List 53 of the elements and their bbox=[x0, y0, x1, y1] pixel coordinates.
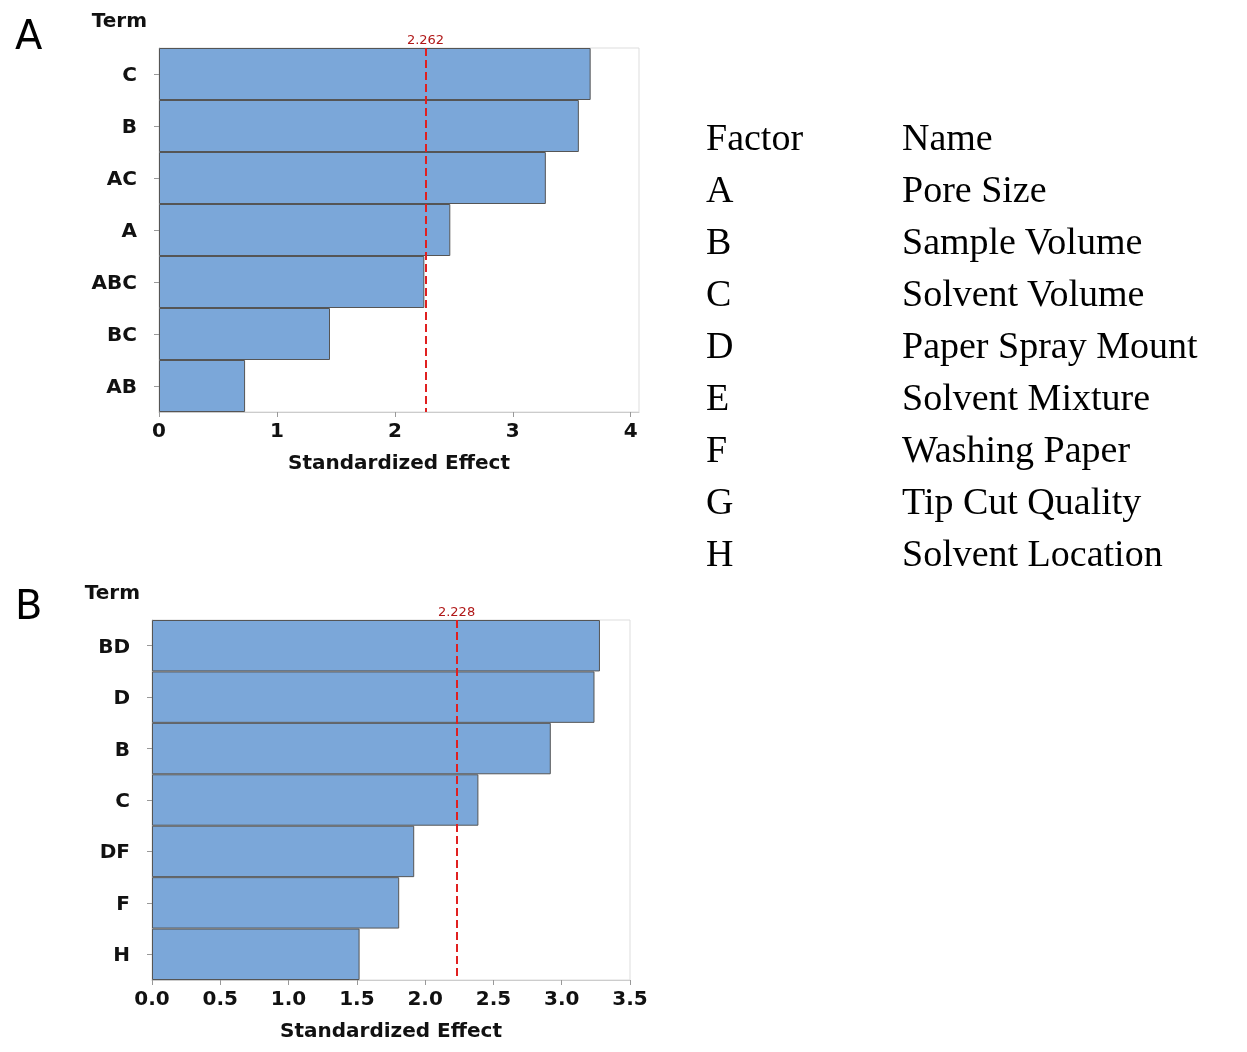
text: G bbox=[706, 479, 734, 523]
x-tick-label: 3.5 bbox=[612, 986, 648, 1010]
x-tick-label: 4 bbox=[623, 418, 638, 442]
ref-line-label: 2.228 bbox=[437, 604, 476, 619]
text: Pore Size bbox=[902, 167, 1047, 211]
y-tick-label: H bbox=[113, 942, 130, 967]
text: F bbox=[706, 427, 728, 471]
x-tick-label: 0 bbox=[152, 418, 166, 442]
x-tick-label: 1.0 bbox=[270, 986, 307, 1010]
y-tick-label: BD bbox=[98, 633, 130, 658]
text: Factor bbox=[706, 115, 804, 159]
y-tick-label: AC bbox=[106, 166, 137, 190]
x-tick-label: 1.5 bbox=[339, 986, 375, 1010]
text: Solvent Location bbox=[902, 531, 1163, 575]
text: Washing Paper bbox=[902, 427, 1131, 471]
x-axis-title: Standardized Effect bbox=[288, 450, 511, 474]
text: Tip Cut Quality bbox=[902, 479, 1142, 523]
text: D bbox=[706, 323, 734, 367]
chart-title: A bbox=[15, 12, 43, 58]
x-tick-label: 3 bbox=[505, 418, 520, 442]
x-tick-label: 3.0 bbox=[544, 986, 580, 1010]
x-tick-label: 0.0 bbox=[134, 986, 170, 1010]
x-tick-label: 2 bbox=[387, 418, 402, 442]
text: C bbox=[706, 271, 732, 315]
y-tick-label: ABC bbox=[91, 270, 137, 294]
x-axis-title: Standardized Effect bbox=[280, 1018, 503, 1042]
y-tick-label: C bbox=[115, 788, 130, 812]
x-tick-label: 0.5 bbox=[202, 986, 238, 1010]
text: Solvent Mixture bbox=[902, 375, 1151, 419]
text: Paper Spray Mount bbox=[902, 323, 1198, 367]
y-tick-label: DF bbox=[99, 839, 130, 864]
text: Sample Volume bbox=[902, 219, 1143, 263]
text: Name bbox=[902, 115, 993, 159]
chart-title: B bbox=[15, 582, 43, 628]
y-tick-label: B bbox=[121, 114, 137, 138]
y-tick-label: C bbox=[122, 62, 137, 86]
text: E bbox=[706, 375, 730, 419]
x-tick-label: 1 bbox=[269, 418, 284, 442]
text: B bbox=[706, 219, 732, 263]
y-tick-label: B bbox=[114, 736, 130, 761]
text: H bbox=[706, 531, 734, 575]
ref-line-label: 2.262 bbox=[406, 32, 445, 47]
y-tick-label: F bbox=[116, 890, 130, 915]
y-axis-title: Term bbox=[84, 580, 140, 604]
y-tick-label: BC bbox=[107, 322, 137, 346]
text: Solvent Volume bbox=[902, 271, 1145, 315]
text: A bbox=[706, 167, 734, 211]
x-tick-label: 2.5 bbox=[475, 986, 512, 1010]
y-tick-label: D bbox=[113, 685, 130, 710]
y-tick-label: A bbox=[121, 218, 138, 242]
x-tick-label: 2.0 bbox=[407, 986, 443, 1010]
y-axis-title: Term bbox=[91, 8, 147, 32]
y-tick-label: AB bbox=[106, 374, 137, 398]
